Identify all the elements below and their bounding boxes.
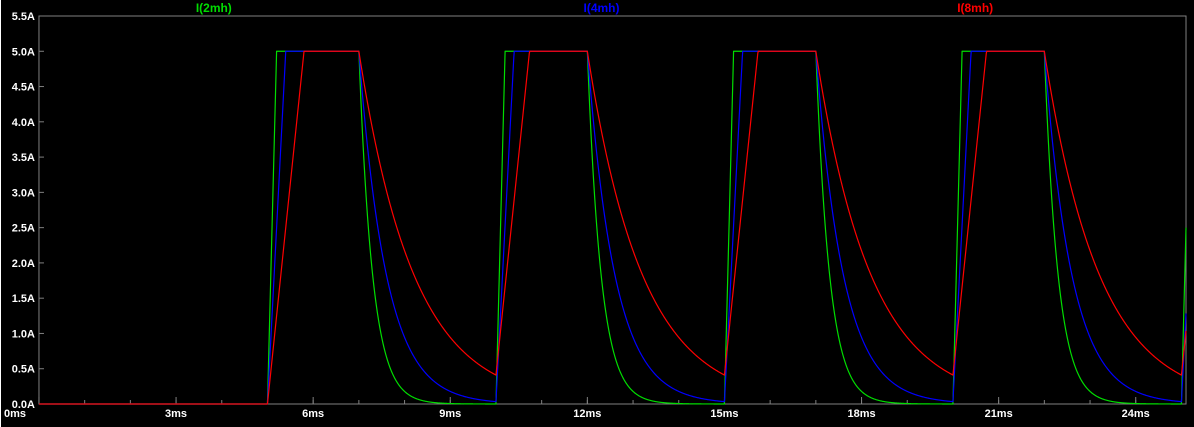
y-axis-tick-label: 3.0A bbox=[12, 187, 35, 199]
y-axis-tick-label: 2.5A bbox=[12, 223, 35, 235]
plot-frame bbox=[38, 15, 1187, 405]
trace-i2mh bbox=[38, 50, 1187, 405]
trace-i4mh bbox=[38, 50, 1187, 405]
y-axis-tick-label: 5.5A bbox=[12, 11, 35, 23]
legend-label-i2mh[interactable]: I(2mh) bbox=[196, 1, 232, 15]
trace-i8mh bbox=[38, 50, 1187, 405]
x-axis-tick-label: 24ms bbox=[1122, 408, 1150, 420]
y-axis-tick-label: 0.0A bbox=[12, 399, 35, 411]
y-axis-tick-label: 4.5A bbox=[12, 82, 35, 94]
x-axis-tick-label: 18ms bbox=[847, 408, 875, 420]
y-axis-tick-label: 4.0A bbox=[12, 117, 35, 129]
legend-label-i4mh[interactable]: I(4mh) bbox=[584, 1, 620, 15]
legend-label-i8mh[interactable]: I(8mh) bbox=[957, 1, 993, 15]
x-axis-tick-label: 3ms bbox=[165, 408, 187, 420]
x-axis-tick-label: 9ms bbox=[439, 408, 461, 420]
x-axis-tick-label: 15ms bbox=[710, 408, 738, 420]
y-axis-tick-label: 0.5A bbox=[12, 364, 35, 376]
y-axis-tick-label: 3.5A bbox=[12, 152, 35, 164]
x-axis-tick-label: 0ms bbox=[4, 408, 26, 420]
y-axis-tick-label: 5.0A bbox=[12, 46, 35, 58]
x-axis-tick-label: 6ms bbox=[302, 408, 324, 420]
x-axis-tick-label: 12ms bbox=[573, 408, 601, 420]
x-axis-tick-label: 21ms bbox=[985, 408, 1013, 420]
y-axis-tick-label: 2.0A bbox=[12, 258, 35, 270]
y-axis-tick-label: 1.0A bbox=[12, 328, 35, 340]
y-axis-tick-label: 1.5A bbox=[12, 293, 35, 305]
